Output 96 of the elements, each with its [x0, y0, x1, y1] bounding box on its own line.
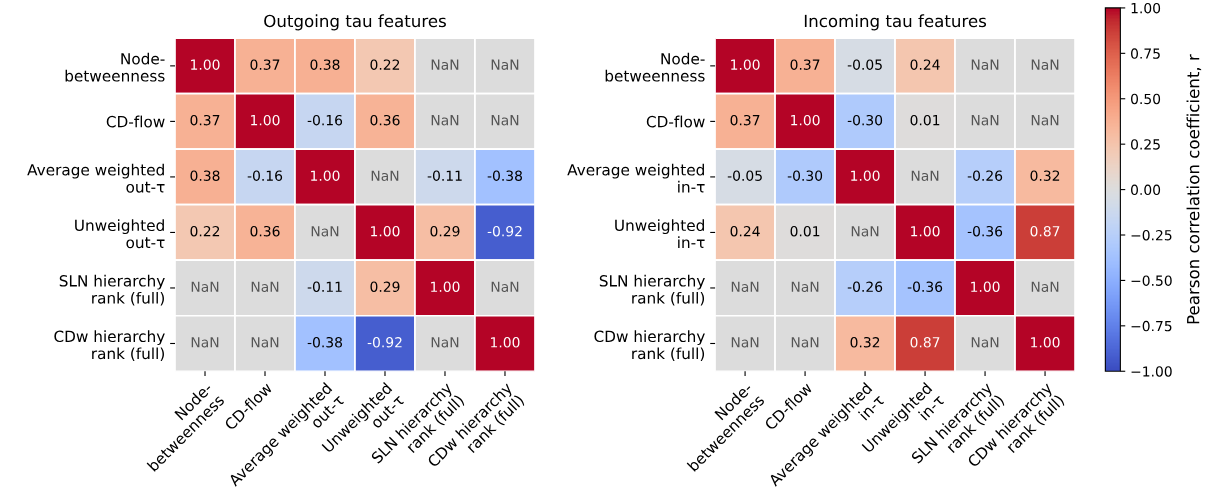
data-label: -0.92 [487, 225, 522, 237]
text: NaN [251, 337, 279, 348]
data-label: 0.37 [250, 59, 280, 70]
chart-title: Incoming tau features [804, 14, 987, 31]
data-label: 1.00 [491, 337, 520, 348]
data-label: -0.16 [247, 170, 283, 181]
color-bar-label: 1.00 [1131, 2, 1161, 14]
text: NaN [731, 337, 759, 348]
text: NaN [911, 170, 939, 181]
color-bar-label: −1.00 [1131, 366, 1172, 377]
y-tick-label: Unweighted out-τ [75, 219, 165, 249]
color-bar-label: 0.25 [1131, 139, 1160, 150]
y-tick-label: SLN hierarchy rank (full) [59, 274, 165, 306]
y-tick-label: CD-flow [106, 115, 165, 128]
text: NaN [971, 115, 999, 126]
color-bar-label: −0.75 [1131, 320, 1172, 332]
data-label: 0.37 [190, 114, 220, 126]
y-tick-label: CDw hierarchy rank (full) [54, 330, 165, 362]
data-label: 1.00 [1031, 337, 1060, 348]
text: NaN [1031, 59, 1059, 70]
data-label: 0.22 [370, 59, 400, 70]
text: NaN [971, 337, 999, 348]
data-label: -0.05 [727, 170, 762, 181]
data-label: 1.00 [251, 114, 280, 126]
data-label: 1.00 [311, 170, 340, 181]
text: NaN [431, 59, 459, 70]
data-label: 1.00 [911, 225, 940, 237]
text: NaN [791, 337, 819, 348]
data-label: -0.26 [967, 170, 1003, 181]
text: NaN [731, 281, 759, 292]
data-label: 0.37 [790, 59, 820, 70]
data-label: 1.00 [191, 59, 220, 70]
data-label: 0.29 [370, 281, 400, 292]
chart-title: Outgoing tau features [264, 14, 446, 31]
text: NaN [191, 337, 219, 348]
text: NaN [191, 281, 219, 292]
text: NaN [791, 281, 819, 292]
data-label: -0.11 [427, 170, 462, 181]
data-label: 0.87 [1030, 225, 1060, 237]
data-label: -0.38 [487, 170, 522, 181]
text: NaN [491, 281, 519, 292]
text: NaN [1031, 281, 1059, 292]
data-label: 1.00 [371, 225, 400, 237]
y-tick-label: SLN hierarchy rank (full) [599, 274, 705, 306]
data-label: 1.00 [731, 59, 760, 70]
data-label: 0.87 [910, 337, 940, 348]
data-label: -0.92 [367, 337, 402, 348]
text: NaN [371, 170, 399, 181]
y-tick-label: Node- betweenness [65, 52, 165, 82]
data-label: 0.32 [1030, 170, 1060, 181]
data-label: 1.00 [431, 281, 460, 292]
y-tick-label: Unweighted in-τ [615, 219, 705, 248]
y-tick-label: Average weighted out-τ [27, 163, 165, 193]
text: NaN [251, 281, 279, 292]
color-bar-label: −0.25 [1131, 229, 1172, 241]
y-tick-label: Average weighted in-τ [567, 163, 705, 193]
data-label: -0.11 [307, 281, 342, 292]
data-label: 0.32 [850, 337, 880, 348]
data-label: 0.22 [190, 225, 220, 237]
data-label: -0.05 [847, 59, 882, 70]
data-label: 0.01 [790, 225, 820, 237]
data-label: 1.00 [971, 281, 1000, 292]
color-bar-label: 0.00 [1131, 184, 1161, 196]
text: NaN [491, 115, 519, 126]
data-label: 0.36 [370, 114, 400, 126]
data-label: 0.37 [730, 114, 760, 126]
color-bar-label: −0.50 [1131, 275, 1172, 286]
text: NaN [431, 115, 459, 126]
data-label: 0.24 [730, 225, 760, 237]
data-label: 1.00 [851, 170, 880, 181]
color-bar-label: 0.75 [1131, 48, 1160, 59]
y-tick-label: Node- betweenness [605, 52, 705, 82]
text: NaN [971, 59, 999, 70]
text: NaN [491, 59, 519, 70]
y-tick-label: CDw hierarchy rank (full) [594, 330, 705, 362]
color-bar-label: 0.50 [1131, 93, 1161, 105]
y-tick-label: CD-flow [646, 115, 705, 128]
data-label: -0.36 [967, 225, 1003, 237]
data-label: 0.01 [910, 114, 940, 126]
color-bar-title: Pearson correlation coefficient, r [1186, 54, 1202, 324]
data-label: 1.00 [791, 114, 820, 126]
text: NaN [431, 337, 459, 348]
data-label: 0.38 [310, 59, 340, 70]
data-label: 0.36 [250, 225, 280, 237]
data-label: -0.16 [307, 114, 343, 126]
text: NaN [311, 226, 339, 237]
data-label: 0.38 [190, 170, 220, 181]
data-label: 0.29 [430, 225, 460, 237]
data-label: -0.38 [307, 337, 343, 348]
data-label: -0.30 [787, 170, 823, 181]
data-label: -0.36 [907, 281, 943, 292]
text: NaN [1031, 115, 1059, 126]
data-label: 0.24 [910, 59, 940, 70]
text: NaN [851, 226, 879, 237]
data-label: -0.30 [847, 114, 883, 126]
data-label: -0.26 [847, 281, 883, 292]
